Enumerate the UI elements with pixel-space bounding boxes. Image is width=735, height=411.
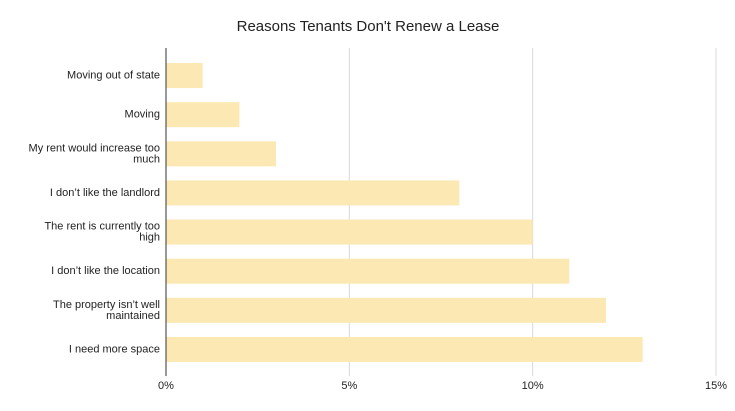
y-tick-label: I don’t like the location — [51, 265, 160, 277]
bar — [166, 336, 643, 362]
y-tick-label: I don’t like the landlord — [50, 187, 160, 199]
x-tick-label: 5% — [341, 380, 357, 392]
x-tick-label: 15% — [705, 380, 727, 392]
y-tick-label: Moving out of state — [67, 69, 160, 81]
bar — [166, 258, 570, 284]
bar — [166, 102, 240, 128]
bar — [166, 219, 533, 245]
chart-title: Reasons Tenants Don't Renew a Lease — [237, 18, 500, 35]
y-tick-label: The rent is currently too high — [44, 220, 160, 243]
bar — [166, 180, 460, 206]
y-tick-label: I need more space — [69, 343, 160, 355]
bar — [166, 63, 203, 89]
y-tick-label: My rent would increase too much — [29, 142, 160, 165]
x-tick-label: 0% — [158, 380, 174, 392]
y-tick-label: The property isn’t well maintained — [53, 299, 160, 322]
bar — [166, 141, 276, 167]
y-tick-label: Moving — [125, 109, 160, 121]
bar — [166, 297, 606, 323]
x-tick-label: 10% — [522, 380, 544, 392]
